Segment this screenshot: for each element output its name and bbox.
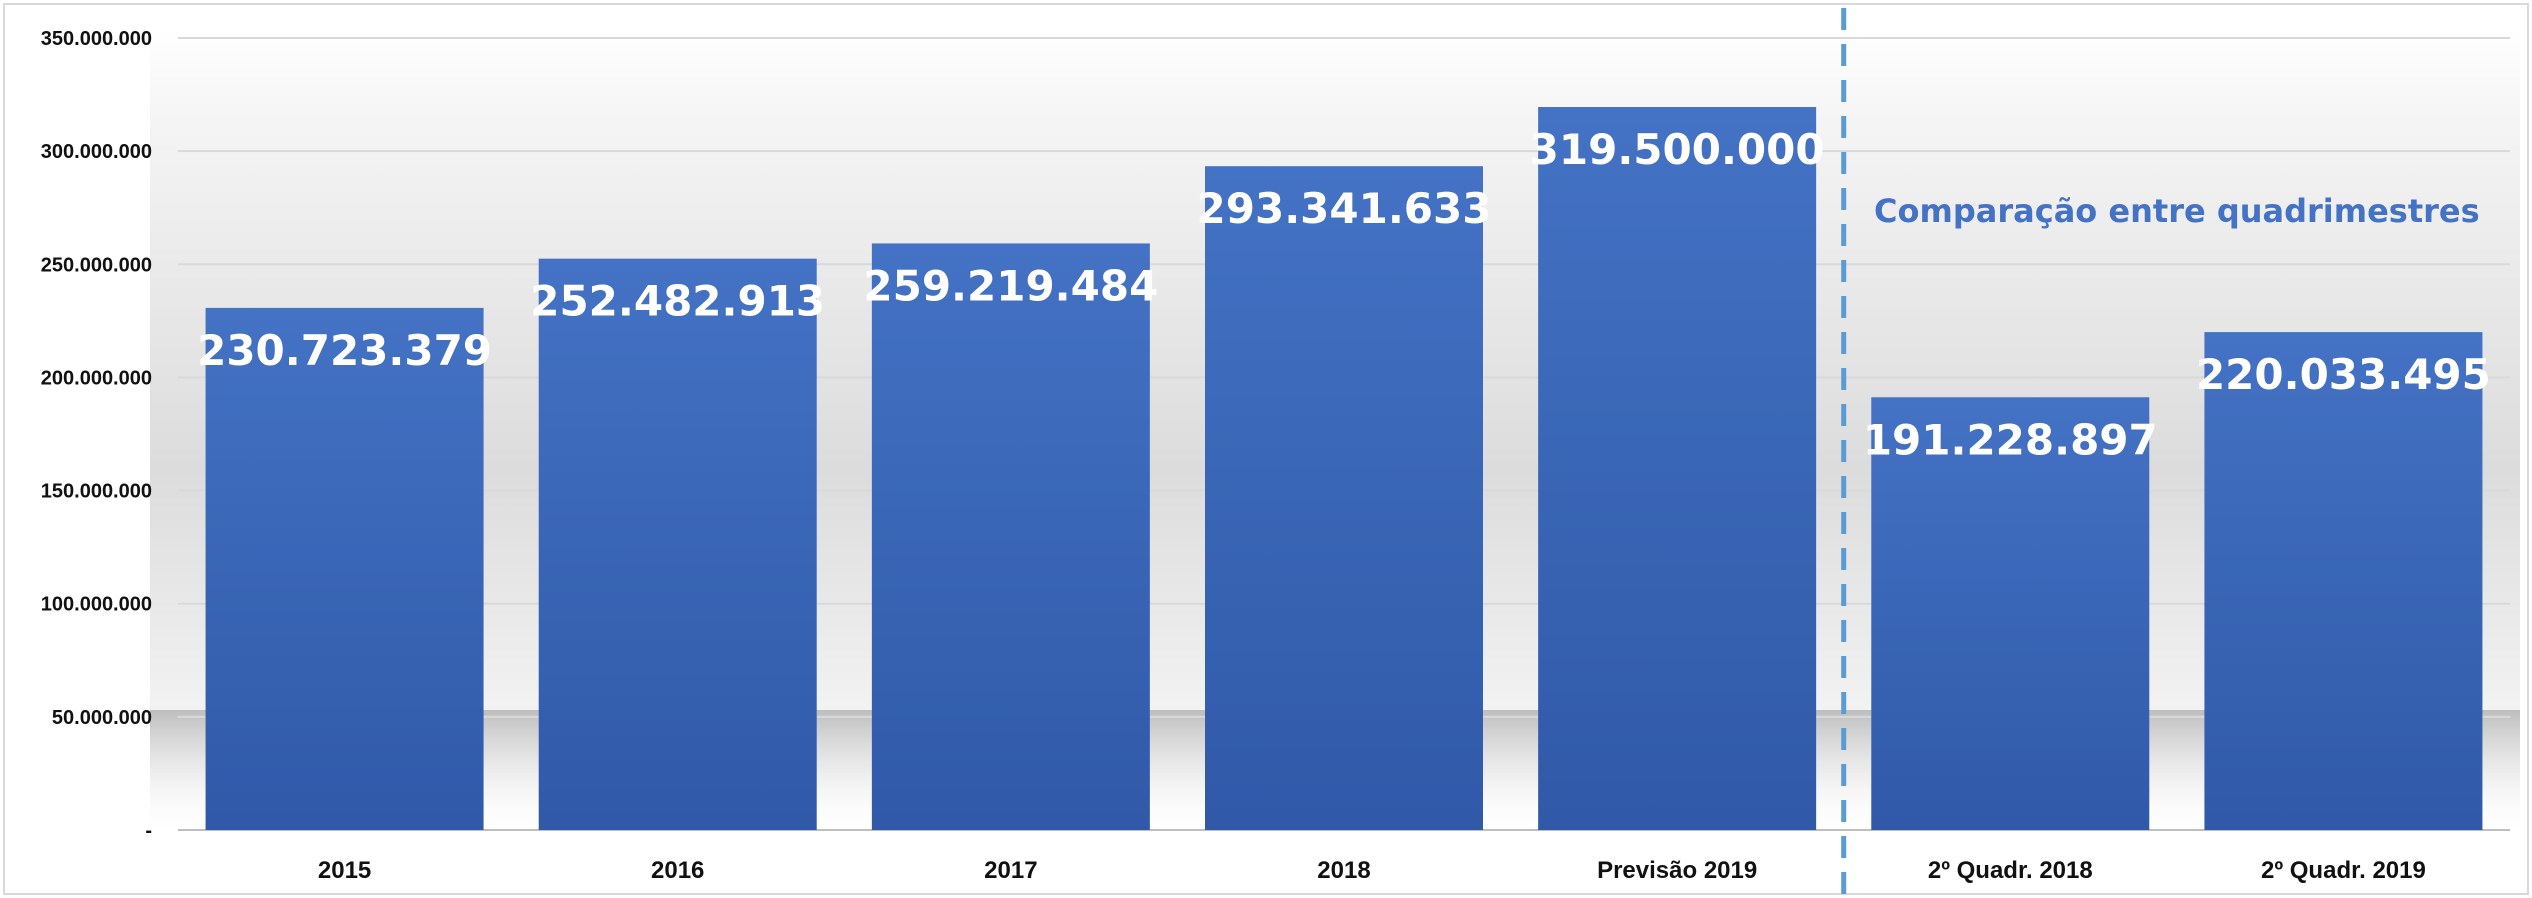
x-tick-label: 2017 — [984, 857, 1037, 884]
data-label: 259.219.484 — [863, 261, 1158, 310]
x-tick-label: 2º Quadr. 2019 — [2261, 857, 2426, 884]
y-tick-label: 350.000.000 — [41, 28, 152, 50]
data-label: 220.033.495 — [2196, 350, 2491, 399]
x-tick-label: 2018 — [1317, 857, 1370, 884]
y-tick-label: 300.000.000 — [41, 141, 152, 163]
x-tick-label: Previsão 2019 — [1597, 857, 1757, 884]
annotation-text: Comparação entre quadrimestres — [1874, 192, 2480, 230]
y-axis: - 50.000.000 100.000.000 150.000.000 200.000… — [41, 28, 152, 842]
data-label: 252.482.913 — [530, 277, 825, 326]
y-tick-label: 250.000.000 — [41, 254, 152, 276]
y-tick-label: - — [145, 820, 152, 842]
chart-border — [3, 3, 2529, 895]
bar — [1205, 166, 1483, 831]
x-tick-label: 2º Quadr. 2018 — [1928, 857, 2093, 884]
bar — [1538, 107, 1817, 830]
bar — [205, 307, 484, 830]
data-labels: 230.723.379 252.482.913 259.219.484 293.341… — [197, 125, 2491, 464]
x-axis: 2015 2016 2017 2018 Previsão 2019 2º Quadr. 2… — [318, 857, 2426, 884]
y-tick-label: 150.000.000 — [41, 481, 152, 503]
bar — [2204, 332, 2483, 830]
bars — [205, 107, 2483, 831]
x-tick-label: 2016 — [651, 857, 704, 884]
data-label: 319.500.000 — [1530, 125, 1825, 174]
y-tick-label: 100.000.000 — [41, 594, 152, 616]
y-tick-label: 50.000.000 — [52, 707, 152, 729]
y-tick-label: 200.000.000 — [41, 367, 152, 389]
bar — [538, 258, 817, 830]
bar — [1871, 397, 2150, 830]
data-label: 230.723.379 — [197, 326, 492, 375]
bar — [871, 243, 1150, 830]
data-label: 191.228.897 — [1863, 415, 2158, 464]
data-label: 293.341.633 — [1197, 184, 1492, 233]
x-tick-label: 2015 — [318, 857, 371, 884]
